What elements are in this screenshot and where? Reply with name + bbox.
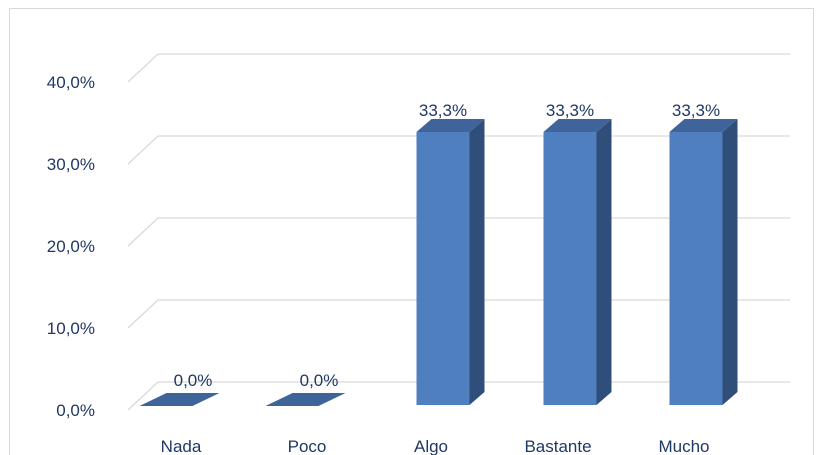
bar-top-face bbox=[416, 118, 485, 132]
x-tick-label: Bastante bbox=[524, 437, 591, 455]
bar bbox=[416, 118, 485, 405]
bar-top-face bbox=[139, 393, 220, 406]
bar bbox=[139, 393, 220, 406]
bar-front-face bbox=[669, 131, 723, 405]
data-label: 33,3% bbox=[419, 101, 467, 120]
x-axis-categories: Nada Poco Algo Bastante Mucho bbox=[161, 437, 710, 455]
y-tick-label: 0,0% bbox=[56, 401, 95, 420]
x-tick-label: Mucho bbox=[658, 437, 709, 455]
data-label: 0,0% bbox=[300, 371, 339, 390]
gridline bbox=[127, 53, 790, 83]
y-tick-label: 10,0% bbox=[47, 319, 95, 338]
x-tick-label: Nada bbox=[161, 437, 202, 455]
y-tick-label: 40,0% bbox=[47, 73, 95, 92]
bar-top-face bbox=[543, 118, 612, 132]
data-label: 33,3% bbox=[546, 101, 594, 120]
bar-side-face bbox=[596, 118, 612, 405]
bar-front-face bbox=[416, 131, 470, 405]
bar-side-face bbox=[722, 118, 738, 405]
bar bbox=[669, 118, 738, 405]
data-label: 0,0% bbox=[174, 371, 213, 390]
bar bbox=[265, 393, 346, 406]
bars bbox=[139, 118, 738, 406]
data-labels: 0,0% 0,0% 33,3% 33,3% 33,3% bbox=[174, 101, 720, 390]
y-tick-label: 20,0% bbox=[47, 237, 95, 256]
bar bbox=[543, 118, 612, 405]
data-label: 33,3% bbox=[672, 101, 720, 120]
y-axis-ticks: 0,0% 10,0% 20,0% 30,0% 40,0% bbox=[47, 73, 95, 420]
bar-top-face bbox=[669, 118, 738, 132]
x-tick-label: Poco bbox=[288, 437, 327, 455]
bar-side-face bbox=[469, 118, 485, 405]
chart-border bbox=[9, 8, 814, 455]
x-tick-label: Algo bbox=[414, 437, 448, 455]
y-tick-label: 30,0% bbox=[47, 155, 95, 174]
bar-top-face bbox=[265, 393, 346, 406]
bar-front-face bbox=[543, 131, 597, 405]
